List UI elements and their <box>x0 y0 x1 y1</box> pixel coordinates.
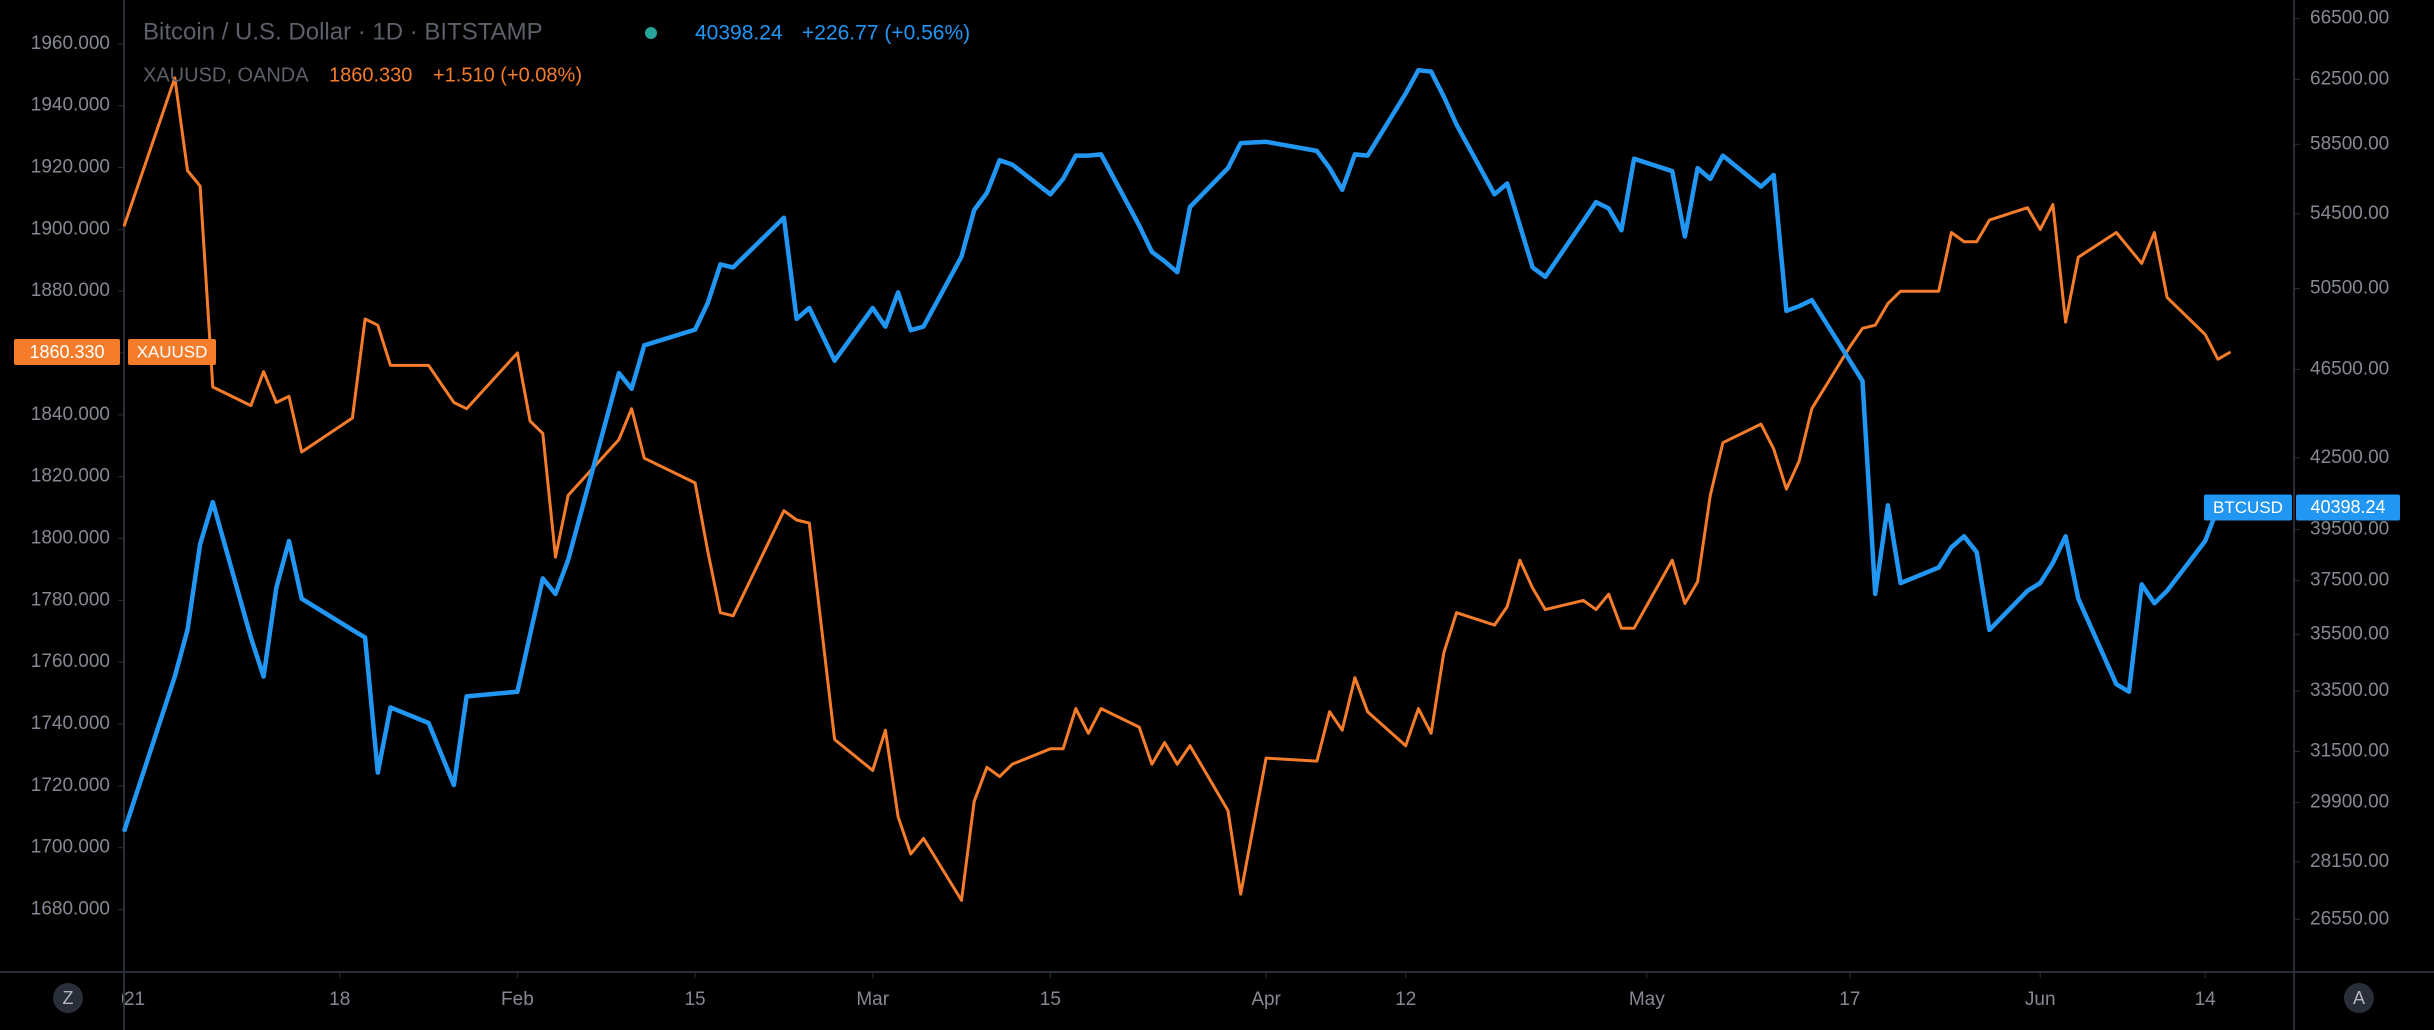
zoom-button[interactable]: Z <box>53 983 83 1013</box>
y-tick-label: 1960.000 <box>31 33 110 54</box>
x-tick-label: 15 <box>1040 989 1061 1010</box>
series-name-tag-label: BTCUSD <box>2213 498 2283 517</box>
price-tag <box>14 339 120 366</box>
status-dot <box>645 27 657 39</box>
series-line <box>121 67 2221 833</box>
y2-tick-label: 50500.00 <box>2310 278 2389 299</box>
y2-tick-label: 28150.00 <box>2310 851 2389 872</box>
y2-tick-label: 39500.00 <box>2310 519 2389 540</box>
series-name-tag <box>2204 494 2292 521</box>
series-name-tag-label: XAUUSD <box>137 343 208 362</box>
x-tick-label: 18 <box>329 989 350 1010</box>
gold-last: 1860.330 <box>329 64 412 86</box>
y-tick-label: 1800.000 <box>31 528 110 549</box>
y-tick-label: 1820.000 <box>31 466 110 487</box>
y2-tick-label: 29900.00 <box>2310 792 2389 813</box>
y-tick-label: 1900.000 <box>31 218 110 239</box>
y2-tick-label: 54500.00 <box>2310 203 2389 224</box>
y2-tick-label: 58500.00 <box>2310 133 2389 154</box>
price-tag-label: 40398.24 <box>2310 497 2385 517</box>
y-tick-label: 1940.000 <box>31 95 110 116</box>
y2-tick-label: 46500.00 <box>2310 359 2389 380</box>
y-tick-label: 1700.000 <box>31 837 110 858</box>
x-tick-label: 12 <box>1395 989 1416 1010</box>
x-tick-label: Apr <box>1251 989 1281 1010</box>
x-tick-label: 15 <box>684 989 705 1010</box>
y2-tick-label: 35500.00 <box>2310 623 2389 644</box>
y2-tick-label: 37500.00 <box>2310 570 2389 591</box>
plot <box>121 67 2232 902</box>
x-tick-label: Mar <box>856 989 889 1010</box>
y-tick-label: 1680.000 <box>31 899 110 920</box>
y2-tick-label: 33500.00 <box>2310 680 2389 701</box>
btc-last: 40398.24 <box>695 22 783 45</box>
button-label[interactable]: Z <box>63 988 74 1008</box>
x-tick-label: Jun <box>2025 989 2056 1010</box>
button-label[interactable]: A <box>2353 988 2365 1008</box>
price-tag-label: 1860.330 <box>29 342 104 362</box>
y-tick-label: 1780.000 <box>31 589 110 610</box>
y-tick-label: 1740.000 <box>31 713 110 734</box>
y2-tick-label: 31500.00 <box>2310 741 2389 762</box>
y-tick-label: 1880.000 <box>31 280 110 301</box>
y-tick-label: 1920.000 <box>31 157 110 178</box>
y2-tick-label: 66500.00 <box>2310 8 2389 29</box>
price-tag <box>2296 494 2400 521</box>
btc-change: +226.77 (+0.56%) <box>802 22 970 45</box>
gold-title: XAUUSD, OANDA <box>143 64 309 86</box>
x-tick-label: Feb <box>501 989 534 1010</box>
legend: Bitcoin / U.S. Dollar · 1D · BITSTAMP 40… <box>143 18 970 86</box>
auto-button[interactable]: A <box>2344 983 2374 1013</box>
gold-change: +1.510 (+0.08%) <box>433 64 582 86</box>
x-tick-label: 17 <box>1839 989 1860 1010</box>
y2-tick-label: 26550.00 <box>2310 908 2389 929</box>
series-line <box>122 76 2232 902</box>
y2-tick-label: 42500.00 <box>2310 447 2389 468</box>
y2-tick-label: 62500.00 <box>2310 68 2389 89</box>
x-tick-label: 14 <box>2195 989 2217 1010</box>
button-bg[interactable] <box>53 983 83 1013</box>
y-tick-label: 1760.000 <box>31 651 110 672</box>
button-bg[interactable] <box>2344 983 2374 1013</box>
btc-title: Bitcoin / U.S. Dollar · 1D · BITSTAMP <box>143 18 543 45</box>
y-tick-label: 1840.000 <box>31 404 110 425</box>
series-name-tag <box>128 339 216 366</box>
x-tick-label: May <box>1629 989 1665 1010</box>
y-tick-label: 1720.000 <box>31 775 110 796</box>
